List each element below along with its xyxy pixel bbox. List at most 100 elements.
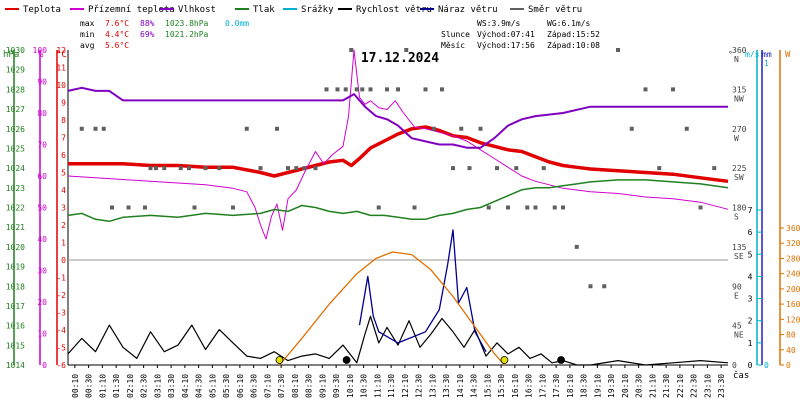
x-tick: 03:30 xyxy=(167,374,176,398)
x-tick: 05:10 xyxy=(208,374,217,398)
ms-tick: 3 xyxy=(748,295,753,304)
pct-tick: 50 xyxy=(37,204,47,213)
stats-moonrise: Východ:17:56 xyxy=(477,41,535,50)
x-tick: 16:10 xyxy=(511,374,520,398)
wind-dir-point xyxy=(101,126,106,131)
hpa-tick: 1027 xyxy=(6,105,25,114)
x-tick: 15:10 xyxy=(483,374,492,398)
compass-tick: SE xyxy=(734,252,744,261)
x-tick: 18:10 xyxy=(566,374,575,398)
legend-label: Směr větru xyxy=(528,5,582,15)
x-tick: 20:30 xyxy=(635,374,644,398)
wind-dir-point xyxy=(561,205,565,210)
wind-dir-point xyxy=(712,166,717,171)
legend-label: Srážky xyxy=(301,5,334,15)
wind-dir-point xyxy=(698,205,703,210)
legend-label: Náraz větru xyxy=(438,5,498,15)
x-tick: 00:30 xyxy=(85,374,94,398)
x-tick: 04:10 xyxy=(181,374,190,398)
x-tick: 11:10 xyxy=(373,374,382,398)
x-tick: 19:10 xyxy=(593,374,602,398)
dir-tick: 270 xyxy=(732,125,747,134)
hpa-tick: 1029 xyxy=(6,66,25,75)
x-tick: 18:30 xyxy=(580,374,589,398)
pct-tick: 30 xyxy=(37,267,47,276)
temp-tick: -4 xyxy=(56,326,66,335)
compass-tick: W xyxy=(734,134,739,143)
x-tick: 10:10 xyxy=(346,374,355,398)
mm-unit: mm xyxy=(762,50,772,59)
wind-dir-point xyxy=(162,166,167,171)
w-tick: 280 xyxy=(786,254,800,263)
ms-tick: 4 xyxy=(748,272,753,281)
pct-tick: 40 xyxy=(37,235,47,244)
temp-tick: -5 xyxy=(56,344,66,353)
x-tick: 11:30 xyxy=(387,374,396,398)
wind-dir-point xyxy=(552,205,557,210)
w-tick: 240 xyxy=(786,270,800,279)
ms-tick: 0 xyxy=(748,361,753,370)
w-tick: 40 xyxy=(786,346,796,355)
x-tick: 23:30 xyxy=(717,374,726,398)
hpa-tick: 1015 xyxy=(6,341,25,350)
wind-dir-point xyxy=(495,166,499,171)
temp-tick: 3 xyxy=(61,204,66,213)
sun-moon-markers xyxy=(275,356,565,364)
stats-temp: 4.4°C xyxy=(105,30,129,39)
wind-dir-point xyxy=(203,166,208,171)
temp-tick: -3 xyxy=(56,309,66,318)
wind-dir-point xyxy=(294,166,299,171)
w-tick: 80 xyxy=(786,331,796,340)
sun-marker xyxy=(500,356,509,364)
ms-unit: m/s xyxy=(745,50,760,59)
hpa-tick: 1022 xyxy=(6,204,25,213)
hpa-tick: 1025 xyxy=(6,144,25,153)
hpa-tick: 1020 xyxy=(6,243,25,252)
stats-block: max 7.6°C 88% 1023.8hPa 0.0mm min 4.4°C 69% 1021… xyxy=(80,19,600,50)
stats-row-label: max xyxy=(80,19,95,28)
series-line-ground xyxy=(67,49,729,240)
chart-title: 17.12.2024 xyxy=(361,51,439,66)
wind-dir-point xyxy=(324,87,329,92)
temp-tick: -1 xyxy=(56,274,66,283)
x-tick: 07:30 xyxy=(277,374,286,398)
axes: 1030102910281027102610251024102310221021… xyxy=(3,46,800,398)
series-line-wind xyxy=(67,315,729,366)
x-tick: 14:30 xyxy=(470,374,479,398)
hpa-tick: 1028 xyxy=(6,85,25,94)
dir-unit: ° xyxy=(728,50,733,59)
wind-dir-point xyxy=(684,126,689,131)
wind-dir-point xyxy=(643,87,648,92)
x-tick: 21:10 xyxy=(648,374,657,398)
x-tick: 09:30 xyxy=(332,374,341,398)
x-tick: 00:10 xyxy=(71,374,80,398)
x-tick: 17:10 xyxy=(538,374,547,398)
hpa-tick: 1026 xyxy=(6,125,25,134)
x-tick: 09:10 xyxy=(318,374,327,398)
wind-dir-point xyxy=(657,166,662,171)
stats-temp: 5.6°C xyxy=(105,41,129,50)
x-tick: 06:30 xyxy=(250,374,259,398)
wind-dir-point xyxy=(335,87,340,92)
series-line-temp xyxy=(68,125,729,184)
x-tick: 23:10 xyxy=(703,374,712,398)
dir-tick: 135 xyxy=(732,243,747,252)
hpa-tick: 1024 xyxy=(6,164,25,173)
temp-tick: 5 xyxy=(61,169,66,178)
compass-tick: S xyxy=(734,213,739,222)
compass-tick: SW xyxy=(734,173,744,182)
wind-dir-point xyxy=(217,166,222,171)
series-line-pressure xyxy=(67,179,729,223)
x-tick: 16:30 xyxy=(525,374,534,398)
pct-unit: % xyxy=(38,50,44,60)
pct-tick: 80 xyxy=(37,109,47,118)
legend-label: Tlak xyxy=(253,5,275,15)
pct-tick: 10 xyxy=(37,330,47,339)
pct-tick: 90 xyxy=(37,78,47,87)
wind-dir-point xyxy=(588,284,593,289)
compass-tick: E xyxy=(734,291,739,300)
hpa-tick: 1016 xyxy=(6,322,25,331)
ms-tick: 2 xyxy=(748,317,753,326)
mm-tick: 0 xyxy=(764,361,769,370)
wind-dir-point xyxy=(629,126,634,131)
